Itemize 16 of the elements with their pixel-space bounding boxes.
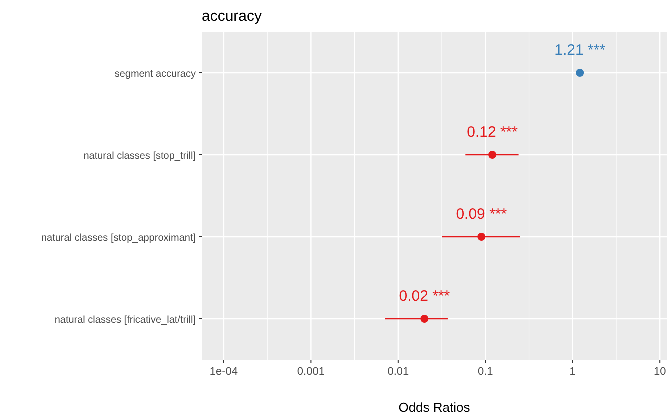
chart-title: accuracy <box>202 8 263 25</box>
y-tick-label: natural classes [stop_trill] <box>84 151 196 162</box>
data-label: 0.02 *** <box>399 288 450 305</box>
y-tick-label: natural classes [fricative_lat/trill] <box>54 315 196 326</box>
data-label: 0.12 *** <box>467 124 518 141</box>
x-tick-label: 0.001 <box>297 366 325 378</box>
x-tick-label: 0.1 <box>478 366 494 378</box>
x-tick-label: 10 <box>654 366 666 378</box>
x-axis-title: Odds Ratios <box>398 400 471 415</box>
y-tick-label: natural classes [stop_approximant] <box>41 233 196 244</box>
x-tick-label: 1e-04 <box>210 366 238 378</box>
data-label: 1.21 *** <box>554 42 606 59</box>
x-tick-label: 1 <box>570 366 576 378</box>
data-label: 0.09 *** <box>456 206 508 223</box>
x-tick-label: 0.01 <box>388 366 410 378</box>
y-tick-label: segment accuracy <box>114 69 196 80</box>
